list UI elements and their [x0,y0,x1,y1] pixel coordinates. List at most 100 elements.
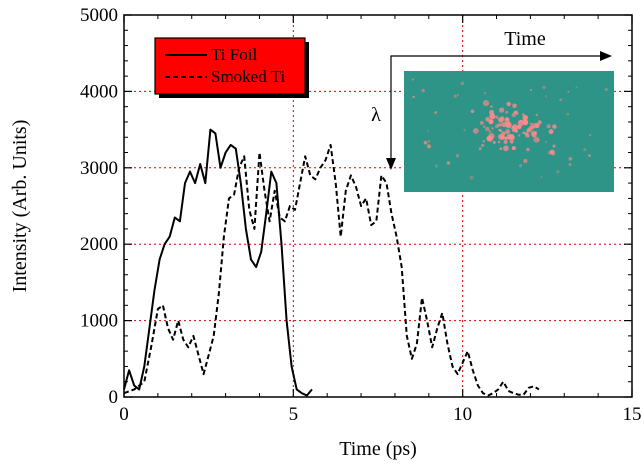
y-tick-label-2: 2000 [80,234,118,255]
inset-spot [482,140,485,143]
inset-spot [511,146,516,151]
y-axis-title: Intensity (Arb. Units) [9,120,31,293]
inset-spot [488,130,492,134]
inset-spot [506,134,513,140]
inset-spot [483,125,486,128]
inset-spot [526,127,532,133]
y-tick-label-4: 4000 [80,81,118,102]
inset-spot [517,124,522,130]
inset-spot [506,101,511,107]
inset-spot [427,140,430,143]
inset-spot [478,147,482,151]
inset-spot [490,105,493,108]
inset-spot [421,89,425,93]
inset-spot [522,119,529,126]
inset-lambda-label: λ [371,104,381,126]
inset-spot [588,154,591,157]
inset-time-label: Time [504,28,546,50]
inset-spot [515,110,518,114]
y-tick-label-3: 3000 [80,158,118,179]
inset-image-group: Time λ [371,28,614,192]
x-tick-label-1: 5 [289,404,299,425]
inset-spot [427,144,431,149]
inset-spot [511,112,516,118]
inset-spot [479,120,484,125]
inset-spot [522,115,528,121]
legend-label-ti-foil: Ti Foil [211,45,257,64]
inset-spot [525,133,530,138]
inset-spot [537,120,542,125]
inset-spot [535,113,538,117]
inset-spot [481,143,485,147]
inset-spot [542,85,546,90]
series-group [123,128,540,397]
inset-spot [505,110,509,114]
inset-spot [547,150,552,155]
axis-ticks: 0 5 10 15 0 1000 2000 3000 4000 5000 [80,5,642,425]
inset-spot [604,88,608,91]
inset-spot [499,107,505,113]
inset-spot [509,139,514,144]
inset-spot [491,127,494,130]
inset-spot [446,161,451,165]
inset-time-arrowhead [600,51,612,61]
inset-spot [460,81,465,86]
inset-spot [583,148,587,152]
x-tick-label-3: 15 [623,404,642,425]
inset-spot [548,129,554,135]
inset-spot [533,136,540,143]
inset-spot [534,131,537,135]
inset-spot [512,103,517,109]
inset-spot [457,94,459,97]
inset-spot [549,149,555,155]
inset-spot [546,124,551,129]
inset-spot [522,131,526,135]
x-axis-title: Time (ps) [339,438,417,460]
inset-spot [559,98,562,102]
y-tick-label-5: 5000 [80,5,118,26]
inset-spot [469,175,474,180]
inset-spot [482,100,490,107]
inset-spot [500,135,506,140]
inset-spot [518,120,522,124]
inset-spot [503,145,509,152]
inset-spot [412,95,415,99]
x-tick-label-0: 0 [119,404,129,425]
inset-spot [423,140,428,145]
inset-spot [552,124,557,129]
inset-spot [523,159,528,163]
inset-spot [485,126,490,132]
series-line-smoked-ti [123,143,540,397]
inset-spot [485,117,490,122]
legend-box [154,37,306,95]
inset-spot [529,88,533,92]
inset-spot [522,113,525,116]
inset-spot [453,94,457,98]
inset-spot [505,129,510,135]
inset-spot [487,135,494,142]
inset-spot [472,128,479,134]
inset-spot [470,109,475,114]
inset-spot [567,90,570,93]
inset-spot [545,141,547,143]
inset-spot [499,147,503,150]
x-tick-label-2: 10 [453,404,472,425]
inset-spot [492,141,496,144]
inset-spot [434,111,438,114]
y-tick-label-0: 0 [109,387,119,408]
inset-lambda-arrowhead [386,158,396,170]
legend-label-smoked-ti: Smoked Ti [211,67,285,86]
inset-spot [568,163,572,166]
y-tick-label-1: 1000 [80,311,118,332]
inset-spot [483,92,487,95]
inset-spot [463,129,466,132]
inset-spot [495,115,499,119]
inset-spot [498,128,501,131]
inset-spot [526,147,530,152]
inset-spot [589,133,592,136]
grid-lines [124,15,632,397]
inset-spot [575,86,578,89]
inset-spot [531,122,538,129]
inset-spot [505,117,510,122]
